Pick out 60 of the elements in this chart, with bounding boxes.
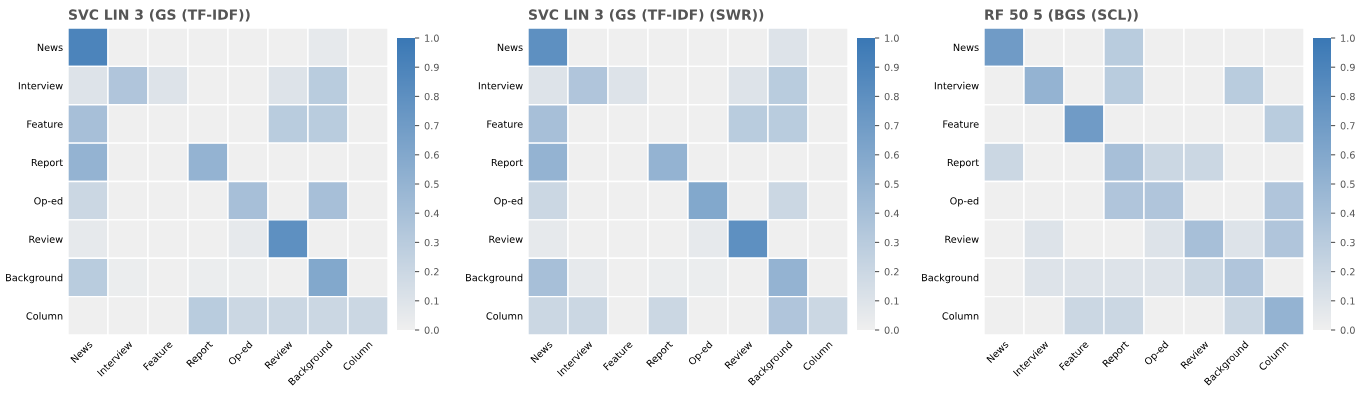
y-tick-label: Review <box>29 235 63 243</box>
y-tick-label: Column <box>486 312 523 320</box>
y-tick-label: Feature <box>27 120 63 128</box>
color-bar-label: 0.6 <box>424 151 439 159</box>
color-bar-label: 0.9 <box>884 63 899 72</box>
y-tick-label: Report <box>491 158 523 169</box>
color-bar-label: 0.6 <box>884 151 899 159</box>
color-bar-label: 0.3 <box>884 238 899 247</box>
color-bar-label: 0.2 <box>884 268 899 276</box>
y-tick-label: Column <box>26 312 63 320</box>
color-bar-label: 0.8 <box>884 92 899 101</box>
y-tick-label: Op-ed <box>34 196 63 207</box>
y-tick-label: Interview <box>934 81 979 90</box>
color-bar-label: 0.0 <box>424 326 439 334</box>
color-bar-label: 0.2 <box>1340 268 1355 276</box>
y-tick-label: News <box>37 43 63 52</box>
y-tick-label: Report <box>31 158 63 169</box>
color-bar-label: 0.1 <box>424 297 439 305</box>
y-tick-label: Background <box>466 273 523 284</box>
color-bar-label: 0.5 <box>424 180 439 188</box>
color-bar-label: 0.1 <box>1340 297 1355 305</box>
y-tick-label: News <box>497 43 523 52</box>
y-tick-label: Report <box>947 158 979 169</box>
chart-title: RF 50 5 (BGS (SCL)) <box>985 9 1138 22</box>
color-bar-label: 0.9 <box>424 63 439 72</box>
color-bar-label: 0.3 <box>424 238 439 247</box>
color-bar-label: 1.0 <box>425 34 439 42</box>
y-tick-label: News <box>953 43 979 52</box>
y-tick-label: Review <box>489 235 523 243</box>
y-tick-label: Op-ed <box>950 196 979 207</box>
color-bar-label: 0.7 <box>884 122 899 130</box>
color-bar-label: 0.8 <box>1340 92 1355 101</box>
color-bar-label: 1.0 <box>1341 34 1355 42</box>
y-tick-label: Review <box>945 235 979 243</box>
color-bar-label: 0.7 <box>1340 122 1355 130</box>
color-bar-label: 1.0 <box>885 34 899 42</box>
color-bar-label: 0.0 <box>1340 326 1355 334</box>
y-tick-label: Interview <box>478 81 523 90</box>
color-bar-label: 0.4 <box>884 209 899 218</box>
color-bar-label: 0.8 <box>424 92 439 101</box>
color-bar-label: 0.6 <box>1340 151 1355 159</box>
color-bar-label: 0.1 <box>884 297 899 305</box>
y-tick-label: Op-ed <box>494 196 523 207</box>
color-bar-label: 0.0 <box>884 326 899 334</box>
y-tick-label: Feature <box>487 120 523 128</box>
chart-title: SVC LIN 3 (GS (TF-IDF) (SWR)) <box>529 9 764 22</box>
y-tick-label: Feature <box>943 120 979 128</box>
y-tick-label: Interview <box>18 81 63 90</box>
color-bar-label: 0.9 <box>1340 63 1355 72</box>
y-tick-label: Column <box>942 312 979 320</box>
color-bar-label: 0.7 <box>424 122 439 130</box>
color-bar-label: 0.5 <box>884 180 899 188</box>
color-bar-label: 0.5 <box>1340 180 1355 188</box>
color-bar-label: 0.4 <box>1340 209 1355 218</box>
color-bar-label: 0.3 <box>1340 238 1355 247</box>
color-bar-label: 0.4 <box>424 209 439 218</box>
chart-title: SVC LIN 3 (GS (TF-IDF)) <box>69 9 250 22</box>
color-bar-label: 0.2 <box>424 268 439 276</box>
y-tick-label: Background <box>6 273 63 284</box>
y-tick-label: Background <box>922 273 979 284</box>
